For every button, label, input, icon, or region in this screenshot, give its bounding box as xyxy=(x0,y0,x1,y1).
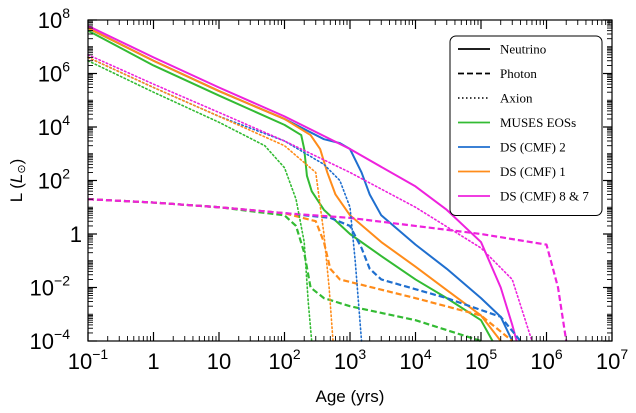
series-line-ds-cmf-8-7-axion xyxy=(87,54,533,342)
series-line-ds-cmf-2-neutrino xyxy=(87,27,514,342)
y-tick-label: 1 xyxy=(70,222,82,247)
series-line-ds-cmf-1-axion xyxy=(87,56,334,342)
y-axis-title: L (L⊙) xyxy=(7,159,28,203)
x-tick-label: 102 xyxy=(268,346,300,374)
legend-label: Axion xyxy=(500,91,533,106)
x-tick-label: 10−1 xyxy=(68,346,109,374)
tick-layer: 10−1 1 10 102 103 104 105 106 107 10−4 10−2 1 102 104… xyxy=(30,5,629,374)
series-line-muses-eoss-neutrino xyxy=(87,29,494,342)
x-tick-label: 10 xyxy=(207,349,231,374)
x-axis-title: Age (yrs) xyxy=(316,387,385,406)
legend-label: DS (CMF) 8 & 7 xyxy=(500,189,589,204)
x-tick-label: 103 xyxy=(334,346,366,374)
minor-tick-layer xyxy=(88,20,612,341)
y-axis-title-symbol: L xyxy=(7,174,26,183)
x-tick-label: 1 xyxy=(147,349,159,374)
y-tick-label: 106 xyxy=(38,59,70,87)
x-tick-label: 105 xyxy=(465,346,497,374)
y-tick-label: 104 xyxy=(38,112,70,140)
series-line-ds-cmf-1-neutrino xyxy=(87,27,502,342)
legend-label: DS (CMF) 1 xyxy=(500,164,566,179)
series-line-ds-cmf-8-7-photon xyxy=(87,198,568,342)
series-line-muses-eoss-photon xyxy=(87,198,482,343)
series-line-ds-cmf-2-photon xyxy=(87,198,522,342)
series-line-muses-eoss-axion xyxy=(87,59,313,342)
x-tick-label: 106 xyxy=(530,346,562,374)
legend: Neutrino Photon Axion MUSES EOSs DS (CMF) 2 D… xyxy=(449,35,603,216)
series-line-ds-cmf-8-7-neutrino xyxy=(87,25,518,342)
y-axis-title-subscript: ⊙ xyxy=(16,164,28,173)
x-tick-label: 107 xyxy=(596,346,628,374)
legend-label: DS (CMF) 2 xyxy=(500,140,566,155)
y-tick-label: 10−4 xyxy=(30,326,71,354)
series-line-ds-cmf-2-axion xyxy=(87,56,363,342)
y-tick-label: 10−2 xyxy=(30,273,71,301)
x-tick-label: 104 xyxy=(399,346,431,374)
legend-label: Photon xyxy=(500,66,537,81)
y-axis-title-prefix: L ( xyxy=(7,183,26,203)
legend-label: MUSES EOSs xyxy=(500,115,576,130)
y-axis-title-suffix: ) xyxy=(7,159,26,165)
y-tick-label: 102 xyxy=(38,166,70,194)
series-layer xyxy=(87,25,568,343)
y-tick-label: 108 xyxy=(38,5,70,33)
legend-label: Neutrino xyxy=(500,42,546,57)
